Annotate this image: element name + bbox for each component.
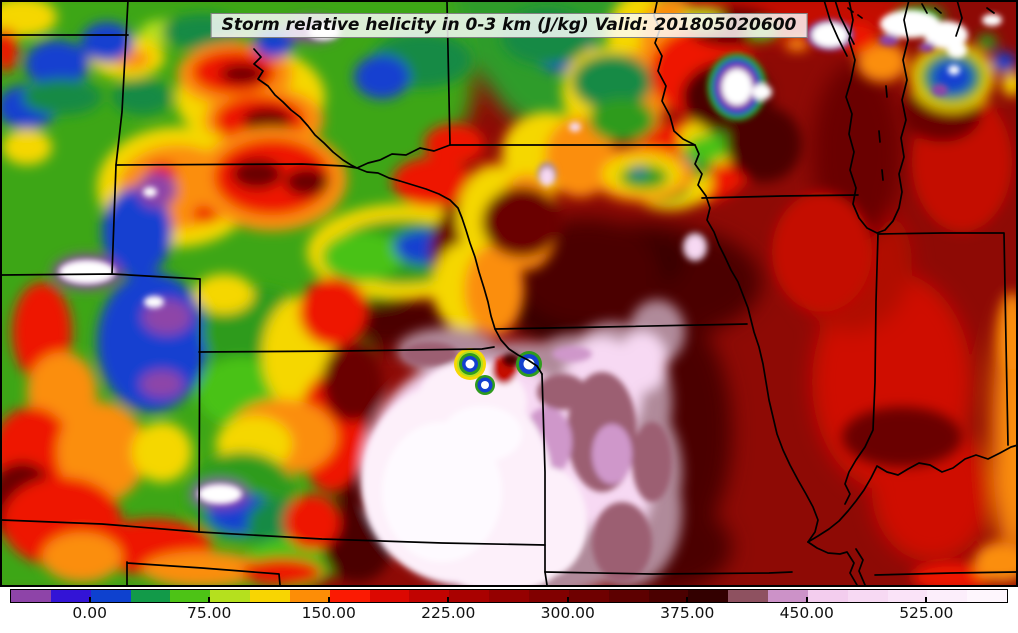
border-mi-in-oh [877,232,1009,446]
colorbar-segment [90,590,131,602]
border-ok-ar [544,571,548,585]
colorbar [10,589,1008,603]
state-borders [2,2,1016,585]
border-ia-mo [494,323,748,330]
river-mississippi [653,2,819,543]
colorbar-segment [489,590,529,602]
colorbar-tick-label: 225.00 [421,604,476,622]
colorbar-tick-label: 150.00 [301,604,356,622]
colorbar-segment [50,590,91,602]
river-missouri [253,48,543,375]
colorbar-tick-label: 300.00 [540,604,595,622]
map-title: Storm relative helicity in 0-3 km (J/kg)… [210,13,808,38]
colorbar-segment [449,590,490,602]
border-co-east [198,278,201,533]
river-lower-mississippi [807,541,866,585]
lake-details [823,2,995,181]
colorbar-segment [568,590,609,602]
colorbar-segment [329,590,370,602]
border-wi-il [701,194,859,199]
colorbar-segment [807,590,848,602]
border-co-north [2,273,201,280]
border-37n [2,519,546,546]
colorbar-segment [847,590,888,602]
border-ky-tn [874,571,1016,576]
colorbar-segment [170,590,211,602]
border-mo-ar [544,571,793,575]
colorbar-segment [210,590,251,602]
map-canvas [0,0,1018,587]
border-tx-panhandle [126,561,281,585]
border-sd-ne [115,163,358,169]
colorbar-segment [728,590,769,602]
colorbar-segment [967,590,1008,602]
river-big-sioux [356,144,451,169]
colorbar-tick-label: 75.00 [187,604,232,622]
colorbar-segment [130,590,171,602]
colorbar-segment [369,590,410,602]
colorbar-segment [289,590,330,602]
map-title-text: Storm relative helicity in 0-3 km (J/kg)… [221,15,797,35]
colorbar-labels: 0.00 75.00 150.00 225.00 300.00 375.00 450.00 5… [10,604,1006,626]
colorbar-segment [768,590,808,602]
colorbar-segment [528,590,569,602]
colorbar-segment [927,590,968,602]
border-ne-ks [198,346,495,353]
colorbar-segment [688,590,729,602]
colorbar-segment [409,590,450,602]
colorbar-tick-label: 375.00 [660,604,715,622]
helicity-field-art [2,2,1016,585]
colorbar-segment [250,590,290,602]
border-mo-west [541,373,546,573]
colorbar-segment [887,590,928,602]
colorbar-tick-label: 525.00 [899,604,954,622]
river-ohio [807,444,1016,543]
colorbar-segment [608,590,649,602]
lake-michigan-shore [845,2,910,234]
colorbar-tick-label: 0.00 [72,604,107,622]
colorbar-segment [648,590,689,602]
colorbar-tick-label: 450.00 [779,604,834,622]
colorbar-segment [11,590,51,602]
border-il-in-wabash [844,233,879,505]
border-wy-east [111,2,129,275]
